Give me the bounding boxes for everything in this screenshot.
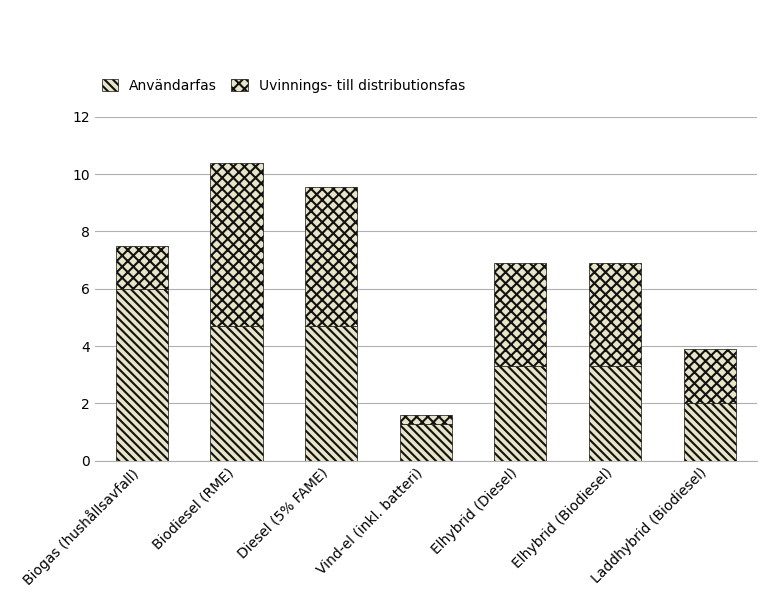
Bar — [305, 326, 357, 461]
Bar — [494, 263, 547, 366]
Bar — [589, 366, 641, 461]
Bar — [400, 415, 452, 423]
Bar — [684, 403, 736, 461]
Bar — [116, 289, 168, 461]
Bar — [684, 349, 736, 403]
Bar — [494, 366, 547, 461]
Legend: Användarfas, Uvinnings- till distributionsfas: Användarfas, Uvinnings- till distributio… — [101, 79, 465, 93]
Bar — [305, 187, 357, 326]
Bar — [400, 423, 452, 461]
Bar — [211, 163, 262, 326]
Bar — [116, 246, 168, 289]
Bar — [589, 263, 641, 366]
Bar — [211, 326, 262, 461]
